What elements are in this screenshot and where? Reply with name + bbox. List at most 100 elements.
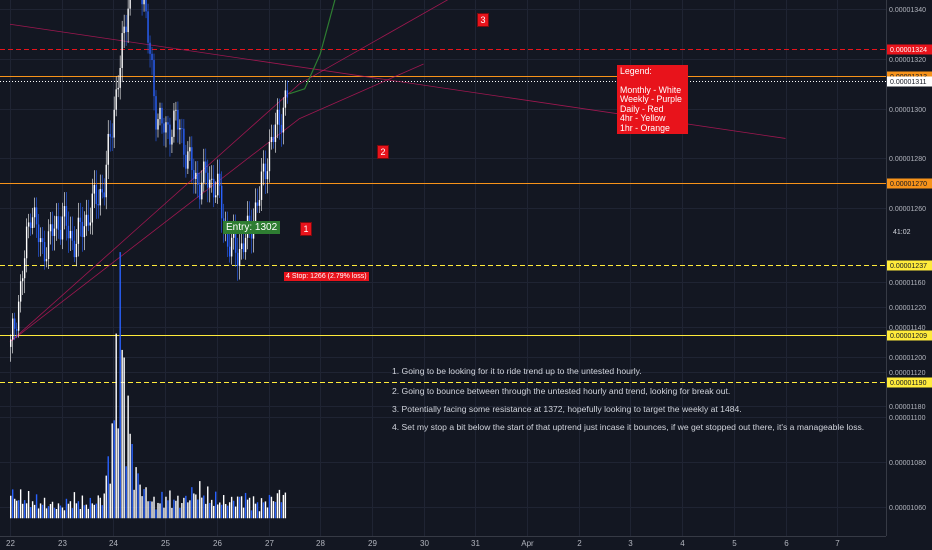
projection-line[interactable] [289, 0, 449, 95]
volume-bar [240, 496, 243, 519]
x-tick-label: 25 [161, 539, 170, 548]
volume-bar [51, 501, 54, 519]
volume-bar [183, 497, 185, 519]
entry-label: Entry: 1302 [223, 221, 281, 234]
trend-line[interactable] [9, 118, 300, 343]
candle-body [93, 184, 95, 194]
legend-item-monthly: Monthly - White [620, 84, 682, 95]
candle-body [163, 123, 165, 133]
volume-bar [71, 508, 74, 519]
volume-bar [67, 503, 70, 519]
volume-bar [270, 496, 273, 519]
volume-bar [11, 489, 14, 519]
volume-bar [99, 497, 101, 519]
candle-body [167, 122, 169, 125]
candle-body [175, 109, 177, 111]
candle-body [121, 33, 123, 68]
volume-bar [181, 503, 183, 519]
volume-bar [25, 503, 28, 519]
candle-body [57, 216, 60, 230]
candle-body [254, 202, 257, 223]
volume-bar [43, 497, 46, 519]
candle-body [191, 147, 193, 171]
candle-body [171, 136, 173, 145]
candle-body [71, 230, 74, 241]
volume-bar [258, 511, 261, 519]
candle-body [129, 0, 131, 9]
candle-body [73, 240, 76, 258]
volume-bar [133, 489, 135, 519]
volume-bar [33, 504, 36, 519]
candle-body [177, 109, 179, 130]
trend-line[interactable] [299, 63, 424, 119]
volume-bar [81, 495, 84, 519]
legend-item-1hr: 1hr - Orange [620, 122, 670, 133]
candle-body [143, 0, 145, 5]
volume-bar [191, 487, 193, 519]
candle-body [244, 237, 247, 253]
volume-bar [197, 499, 199, 519]
volume-bar [193, 493, 195, 519]
y-tick-label: 0.00001060 [889, 505, 926, 512]
candle-body [49, 224, 52, 232]
x-tick-label: 31 [471, 539, 480, 548]
volume-bar [159, 503, 161, 519]
candle-body [125, 26, 127, 33]
volume-bar [111, 423, 113, 519]
y-tick-label: 0.00001200 [889, 355, 926, 362]
candle-body [39, 238, 42, 243]
volume-bar [252, 496, 255, 519]
volume-bar [141, 496, 143, 519]
volume-bar [238, 496, 241, 519]
candle-body [91, 193, 94, 223]
trend-line[interactable] [299, 0, 527, 85]
volume-bar [139, 484, 141, 519]
volume-bar [228, 502, 231, 519]
candle-body [99, 189, 101, 206]
candle-body [75, 243, 78, 258]
volume-bar [236, 496, 239, 519]
candle-body [27, 222, 30, 227]
volume-bar [199, 481, 201, 519]
volume-bar [97, 495, 99, 519]
volume-bar [230, 496, 233, 519]
candle-body [286, 90, 289, 98]
volume-bar [125, 466, 127, 519]
volume-bar [250, 510, 253, 519]
volume-bar [137, 473, 139, 519]
candle-body [242, 243, 245, 253]
candle-body [123, 26, 125, 34]
candle-body [230, 237, 233, 257]
candle-body [25, 226, 28, 259]
volume-bar [254, 503, 257, 519]
volume-bar [121, 349, 123, 519]
candle-body [266, 171, 269, 180]
candle-body [161, 107, 163, 124]
y-tick-label: 0.00001320 [889, 57, 926, 64]
x-tick-label: 3 [628, 539, 633, 548]
candle-body [101, 189, 103, 193]
volume-bar [107, 456, 109, 519]
volume-bar [27, 491, 30, 519]
volume-bar [207, 486, 209, 519]
candle-body [258, 199, 261, 206]
volume-bar [272, 501, 275, 519]
candle-body [115, 89, 117, 110]
candle-body [55, 216, 58, 229]
stop-text: Stop: 1266 (2.79% loss) [291, 273, 367, 280]
volume-bar [232, 500, 235, 519]
volume-bar [268, 494, 271, 519]
y-tick-label: 0.00001120 [889, 370, 926, 377]
volume-bar [189, 500, 191, 519]
candle-body [159, 107, 161, 120]
candle-body [179, 127, 181, 130]
candle-body [151, 53, 153, 61]
x-tick-label: 22 [6, 539, 15, 548]
candle-body [11, 318, 14, 340]
candle-body [211, 178, 213, 180]
volume-bar [47, 506, 50, 519]
candle-body [10, 339, 12, 347]
trend-line[interactable] [9, 83, 300, 343]
candle-body [45, 258, 48, 262]
